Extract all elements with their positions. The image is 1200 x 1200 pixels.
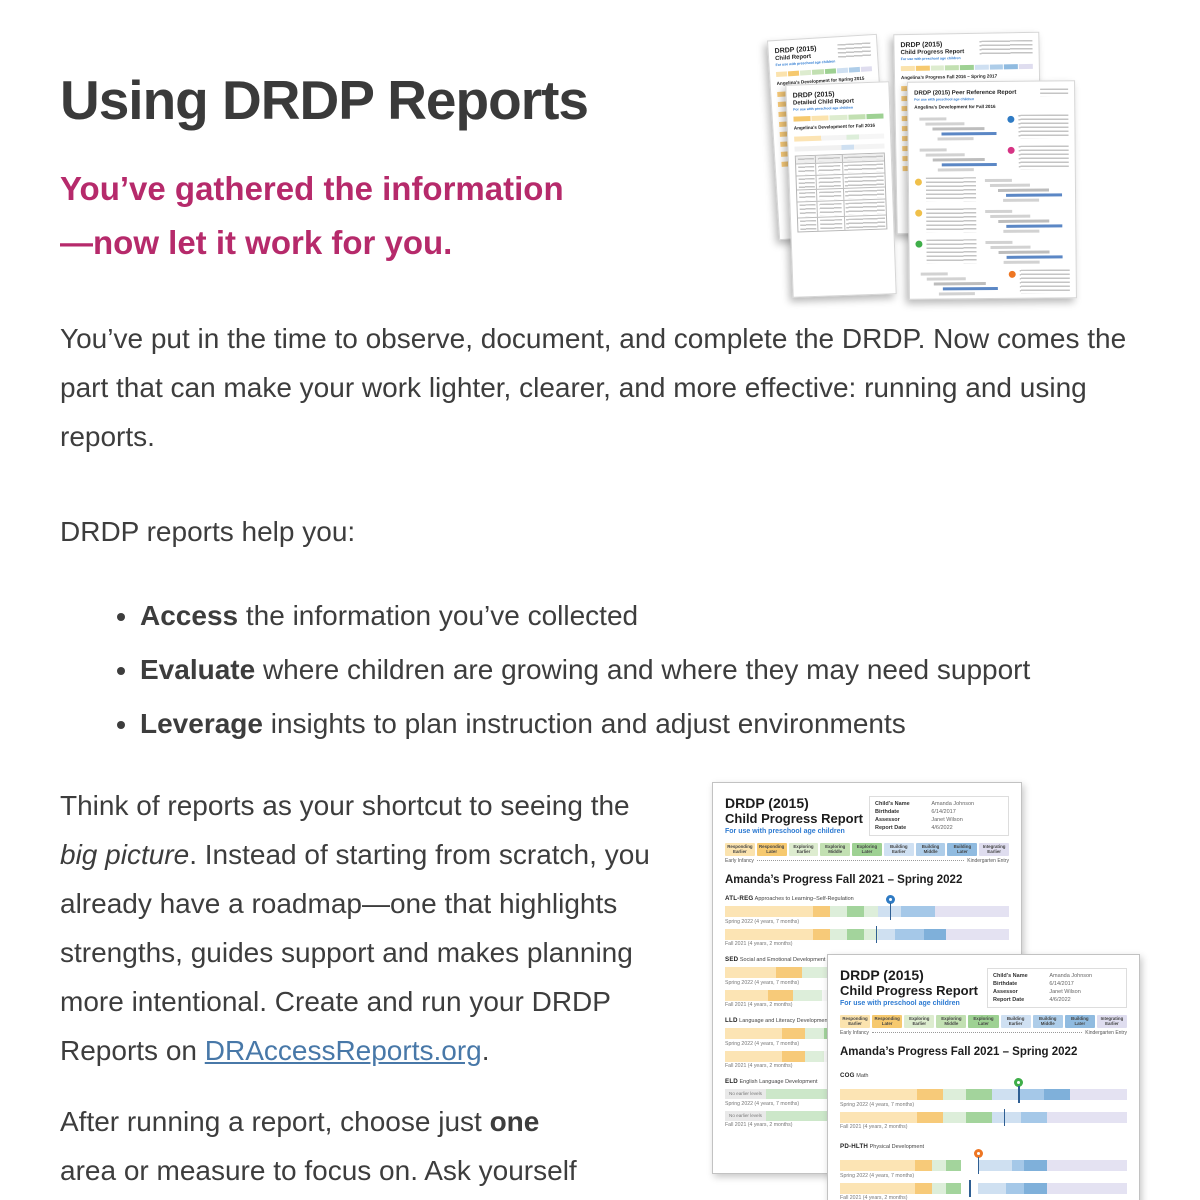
bullet-text: the information you’ve collected <box>238 599 639 631</box>
child-progress-report-front-page: DRDP (2015) Child Progress Report For us… <box>827 953 1140 1200</box>
progress-report-image: DRDP (2015) Child Progress Report For us… <box>688 781 1140 1200</box>
report-heading: Angelina’s Development for Fall 2016 <box>793 122 876 131</box>
report-meta-box: Child’s Name Amanda Johnson Birthdate 6/14… <box>869 795 1009 836</box>
report-kicker: DRDP (2015) <box>840 966 924 983</box>
intro-paragraph: You’ve put in the time to observe, docum… <box>60 322 1127 452</box>
roadmap-paragraph: Think of reports as your shortcut to see… <box>60 781 1140 1075</box>
faux-paragraph <box>1018 145 1069 170</box>
report-meta-box: Child’s Name Amanda Johnson Birthdate 6/14… <box>987 967 1127 1008</box>
domain-dot-icon <box>914 178 922 186</box>
report-audience: For use with preschool age children <box>725 827 845 835</box>
benefits-list: Access the information you’ve collected … <box>60 592 1100 747</box>
faux-paragraph <box>926 208 977 233</box>
levels-band <box>900 63 1033 72</box>
rating-bar-spring <box>840 1149 1127 1175</box>
faux-meta-text <box>837 42 872 59</box>
faux-paragraph <box>926 239 977 264</box>
no-earlier-levels-pill: No earlier levels <box>725 1110 766 1121</box>
closing-cutoff-line: area or measure to focus on. Ask yoursel… <box>60 1154 577 1186</box>
report-audience: For use with preschool age children <box>840 999 960 1007</box>
peer-histogram <box>915 146 1005 173</box>
marker-line <box>1017 1086 1020 1104</box>
roadmap-text: . <box>481 1034 490 1066</box>
list-lead: DRDP reports help you: <box>60 515 356 547</box>
roadmap-text: . Instead of starting from scratch, you … <box>60 838 650 1066</box>
rating-bar-fall <box>840 1108 1127 1126</box>
reports-collage-image: DRDP (2015) Child Report For use with pr… <box>745 25 1180 303</box>
peer-histogram <box>980 238 1070 265</box>
peer-histogram <box>914 115 1004 142</box>
draccessreports-link[interactable]: DRAccessReports.org <box>204 1034 482 1066</box>
peer-histogram <box>980 176 1070 203</box>
report-title: Child Progress Report <box>840 982 978 998</box>
list-item: Access the information you’ve collected <box>140 592 1100 639</box>
marker-line <box>1003 1108 1006 1126</box>
subtitle-line-2: —now let it work for you. <box>60 223 453 261</box>
thumb-peer-reference-report: DRDP (2015) Peer Reference Report For us… <box>907 80 1077 300</box>
domain-dot-icon <box>915 240 923 248</box>
peer-histogram <box>980 207 1070 234</box>
domain-dot-icon <box>1009 270 1017 278</box>
rating-bar-spring <box>840 1078 1127 1104</box>
measure-section-pd-hlth: PD-HLTH Physical Development Spring 2022… <box>840 1143 1127 1200</box>
subtitle-line-1: You’ve gathered the information <box>60 169 564 207</box>
page-title: Using DRDP Reports <box>60 69 589 131</box>
bullet-bold: Leverage <box>140 707 263 739</box>
closing-paragraph: After running a report, choose just one a… <box>60 1097 1140 1195</box>
measure-section-cog: COG Math Spring 2022 (4 years, 7 months)… <box>840 1072 1127 1130</box>
marker-icon <box>973 1149 983 1159</box>
measure-table <box>794 152 888 233</box>
band-scale: Early Infancy Kindergarten Entry <box>725 858 1009 865</box>
report-heading: Amanda’s Progress Fall 2021 – Spring 202… <box>725 874 963 887</box>
report-title: Child Progress Report <box>725 810 863 826</box>
rating-bar-fall <box>725 925 1009 943</box>
closing-bold-text: one <box>489 1105 540 1137</box>
list-item: Evaluate where children are growing and … <box>140 646 1100 693</box>
rating-bar-fall <box>840 1179 1127 1197</box>
bullet-bold: Evaluate <box>140 653 256 685</box>
levels-band <box>793 113 884 122</box>
band-scale: Early Infancy Kindergarten Entry <box>840 1030 1127 1037</box>
levels-band: Responding Earlier Responding Later Expl… <box>840 1014 1127 1029</box>
bullet-text: where children are growing and where the… <box>255 653 1031 685</box>
report-heading: Amanda’s Progress Fall 2021 – Spring 202… <box>840 1046 1078 1059</box>
faux-paragraph <box>1018 114 1069 139</box>
list-item: Leverage insights to plan instruction an… <box>140 700 1100 747</box>
thumb-detailed-child-report: DRDP (2015) Detailed Child Report For us… <box>785 81 897 298</box>
marker-line <box>969 1179 971 1197</box>
marker-line <box>889 903 892 921</box>
domain-dot-icon <box>915 209 923 217</box>
marker-icon <box>885 895 895 905</box>
domain-dot-icon <box>1007 146 1015 154</box>
faux-meta-text <box>1040 88 1069 97</box>
levels-band: Responding Earlier Responding Later Expl… <box>725 842 1010 857</box>
measure-section-atl-reg: ATL-REG Approaches to Learning–Self-Regu… <box>725 895 1009 947</box>
marker-line <box>875 925 878 943</box>
marker-icon <box>1013 1078 1023 1088</box>
faux-meta-text <box>979 39 1033 55</box>
rating-bar-spring <box>725 895 1009 921</box>
roadmap-text: Think of reports as your shortcut to see… <box>60 789 630 821</box>
peer-histogram <box>916 270 1006 297</box>
report-kicker: DRDP (2015) <box>725 794 809 811</box>
faux-paragraph <box>1020 269 1070 294</box>
report-heading: Angelina’s Development for Fall 2016 <box>914 103 996 110</box>
closing-text: After running a report, choose just <box>60 1105 490 1137</box>
report-audience: For use with preschool age children <box>914 97 975 102</box>
page-subtitle: You’ve gathered the information —now let… <box>60 162 1140 270</box>
no-earlier-levels-pill: No earlier levels <box>725 1089 766 1100</box>
roadmap-italic-text: big picture <box>60 838 190 870</box>
bullet-text: insights to plan instruction and adjust … <box>262 707 906 739</box>
domain-dot-icon <box>1007 115 1015 123</box>
bullet-bold: Access <box>140 599 239 631</box>
report-audience: For use with preschool age children <box>900 56 961 62</box>
faux-paragraph <box>925 177 976 202</box>
marker-line <box>977 1157 980 1175</box>
